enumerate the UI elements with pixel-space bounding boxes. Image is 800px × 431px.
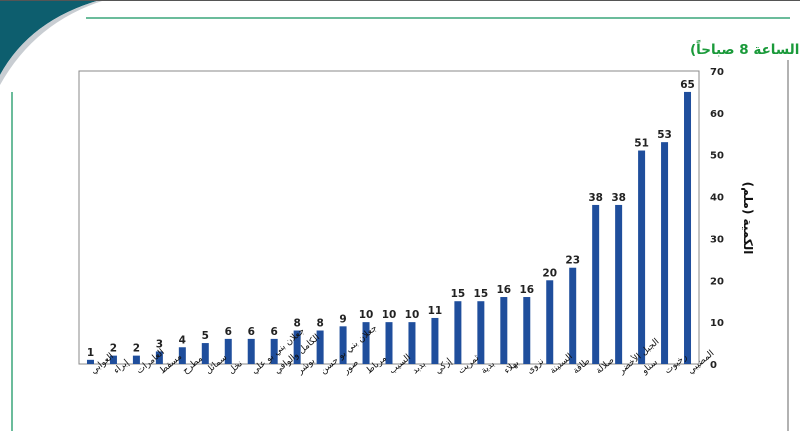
bar (454, 301, 462, 364)
y-axis-label: الكمية (ملم) (741, 182, 755, 255)
bar (86, 359, 94, 364)
bars (86, 91, 692, 364)
bar (224, 338, 232, 364)
data-label: 11 (428, 305, 443, 317)
bar (661, 142, 669, 364)
data-label: 8 (316, 318, 323, 330)
bar (477, 301, 485, 364)
bar (592, 204, 600, 364)
bar (638, 150, 646, 364)
data-label: 16 (497, 284, 512, 296)
y-tick-label: 50 (710, 151, 724, 162)
data-label: 6 (225, 326, 232, 338)
bar (362, 322, 370, 364)
bar (500, 297, 508, 364)
data-label: 2 (110, 343, 117, 355)
chart-title: توزيع هطول الأمطار على عدد من ولايات سلط… (690, 39, 800, 58)
bar (293, 330, 301, 364)
data-label: 23 (565, 255, 580, 267)
y-tick-label: 20 (710, 276, 724, 287)
data-label: 6 (271, 326, 278, 338)
bar (385, 322, 393, 364)
bar (201, 343, 209, 364)
data-label: 51 (634, 138, 649, 150)
bar (178, 347, 186, 364)
y-axis-ticks: 0 10 20 30 40 50 60 70 (710, 67, 724, 371)
y-tick-label: 60 (710, 109, 724, 120)
data-label: 10 (359, 309, 374, 321)
bar (569, 267, 577, 364)
bar (247, 338, 255, 364)
data-label: 15 (474, 288, 489, 300)
y-tick-label: 40 (710, 193, 724, 204)
bar (270, 338, 278, 364)
bar (684, 91, 692, 364)
bar (431, 317, 439, 364)
bar (546, 280, 554, 364)
data-label: 38 (588, 192, 603, 204)
y-tick-label: 10 (710, 318, 724, 329)
y-tick-label: 30 (710, 234, 724, 245)
bar (408, 322, 416, 364)
corner-swoosh (0, 0, 100, 75)
data-label: 3 (156, 338, 163, 350)
bar (132, 355, 140, 364)
bar (109, 355, 117, 364)
data-label: 4 (179, 334, 186, 346)
data-label: 1 (87, 347, 94, 359)
data-label: 15 (451, 288, 466, 300)
data-label: 20 (542, 267, 557, 279)
data-label: 16 (519, 284, 534, 296)
data-label: 5 (202, 330, 209, 342)
bar (316, 330, 324, 364)
y-tick-label: 70 (710, 67, 724, 78)
data-label: 2 (133, 343, 140, 355)
bar (615, 204, 623, 364)
data-label: 9 (339, 313, 346, 325)
data-label: 8 (293, 318, 300, 330)
y-tick-label: 0 (710, 360, 717, 371)
bar (339, 326, 347, 364)
data-label: 6 (248, 326, 255, 338)
data-label: 53 (657, 129, 672, 141)
data-label: 38 (611, 192, 626, 204)
data-label: 10 (382, 309, 397, 321)
bar (155, 351, 163, 364)
data-label: 65 (680, 79, 695, 91)
bar (523, 297, 531, 364)
data-label: 10 (405, 309, 420, 321)
